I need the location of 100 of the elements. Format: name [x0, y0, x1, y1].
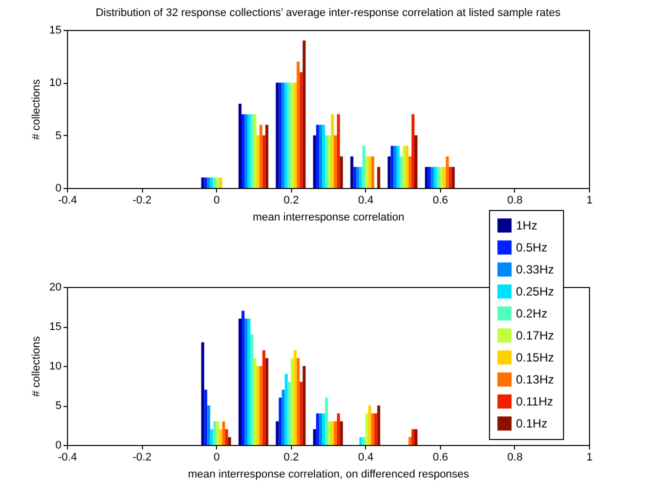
legend-label: 0.11Hz [516, 394, 554, 408]
bar [322, 124, 326, 188]
bar [316, 124, 320, 188]
bar [284, 374, 288, 445]
bar [253, 114, 256, 188]
x-tick-label: 0.6 [432, 452, 448, 464]
bar [213, 177, 216, 188]
bar [377, 406, 380, 445]
bar [313, 429, 316, 445]
y-axis-title: # collections [30, 336, 42, 397]
bar [334, 421, 337, 445]
x-axis-title: mean interresponse correlation [252, 212, 404, 224]
bar [400, 156, 403, 188]
bar [319, 413, 322, 445]
bar [408, 156, 412, 188]
y-tick-label: 15 [49, 321, 62, 333]
bar [204, 390, 208, 445]
bar [396, 146, 400, 188]
x-tick-label: 0.2 [284, 194, 299, 206]
y-tick-label: 10 [49, 77, 62, 90]
legend-label: 0.13Hz [516, 372, 554, 386]
bar [325, 398, 328, 445]
bar [241, 310, 244, 445]
bar [296, 62, 300, 188]
bar [225, 429, 228, 445]
bar [388, 156, 391, 188]
bar [244, 318, 248, 445]
bar [213, 421, 216, 445]
bar [250, 334, 254, 445]
bar [204, 177, 208, 188]
x-tick-label: 0 [214, 452, 220, 464]
bar [336, 114, 340, 188]
bar [216, 177, 220, 188]
bar [340, 421, 343, 445]
bar [219, 429, 222, 445]
bar [390, 146, 394, 188]
legend-label: 1Hz [516, 218, 538, 232]
bar [362, 146, 366, 188]
bar [365, 413, 368, 445]
bar [365, 156, 368, 188]
bar [394, 146, 397, 188]
bar [201, 177, 204, 188]
bar [201, 342, 204, 445]
bar [216, 421, 220, 445]
bar [288, 382, 291, 445]
bar [259, 366, 262, 445]
bar [256, 135, 260, 188]
bar [207, 177, 210, 188]
bar [238, 318, 242, 445]
y-tick-label: 5 [55, 400, 62, 412]
legend-label: 0.2Hz [516, 306, 548, 320]
bar [276, 82, 279, 188]
bar [262, 135, 266, 188]
legend-label: 0.33Hz [516, 262, 554, 276]
bar [278, 398, 282, 445]
bar [406, 146, 409, 188]
bar [362, 437, 366, 445]
x-tick-label: 0.6 [432, 194, 448, 206]
y-tick-label: 15 [49, 24, 62, 36]
bar [446, 156, 449, 188]
x-tick-label: -0.4 [58, 452, 77, 464]
bar [210, 177, 214, 188]
y-tick-label: 10 [49, 360, 62, 372]
bar [328, 421, 331, 445]
x-tick-label: 1 [586, 194, 593, 206]
legend-label: 0.5Hz [516, 240, 548, 254]
bar [412, 429, 415, 445]
bar [430, 166, 434, 188]
bar [328, 135, 331, 188]
bar [265, 358, 268, 445]
bar [228, 437, 232, 445]
bar [244, 114, 248, 188]
y-tick-label: 5 [55, 130, 62, 142]
bar [259, 124, 262, 188]
bar [359, 166, 362, 188]
bar [313, 135, 316, 188]
bar [294, 350, 297, 445]
bar [302, 40, 306, 188]
x-tick-label: 1 [586, 452, 593, 464]
legend-label: 0.1Hz [516, 416, 548, 430]
bar [319, 124, 322, 188]
x-tick-label: -0.2 [132, 194, 152, 206]
bar [436, 166, 440, 188]
bar [359, 437, 362, 445]
bar [353, 166, 356, 188]
y-tick-label: 20 [49, 282, 62, 294]
bar [350, 156, 354, 188]
bar [448, 166, 452, 188]
bar [377, 166, 380, 188]
bar [288, 82, 291, 188]
bar [356, 166, 360, 188]
bar [253, 358, 256, 445]
bar [402, 146, 406, 188]
bar [368, 406, 372, 445]
chart-title: Distribution of 32 response collections’ average inter-response correlation at listed sample rates [96, 7, 561, 19]
x-tick-label: -0.4 [58, 194, 77, 206]
y-tick-label: 0 [55, 182, 62, 194]
bar [434, 166, 437, 188]
bar [340, 156, 343, 188]
bar [207, 406, 210, 445]
